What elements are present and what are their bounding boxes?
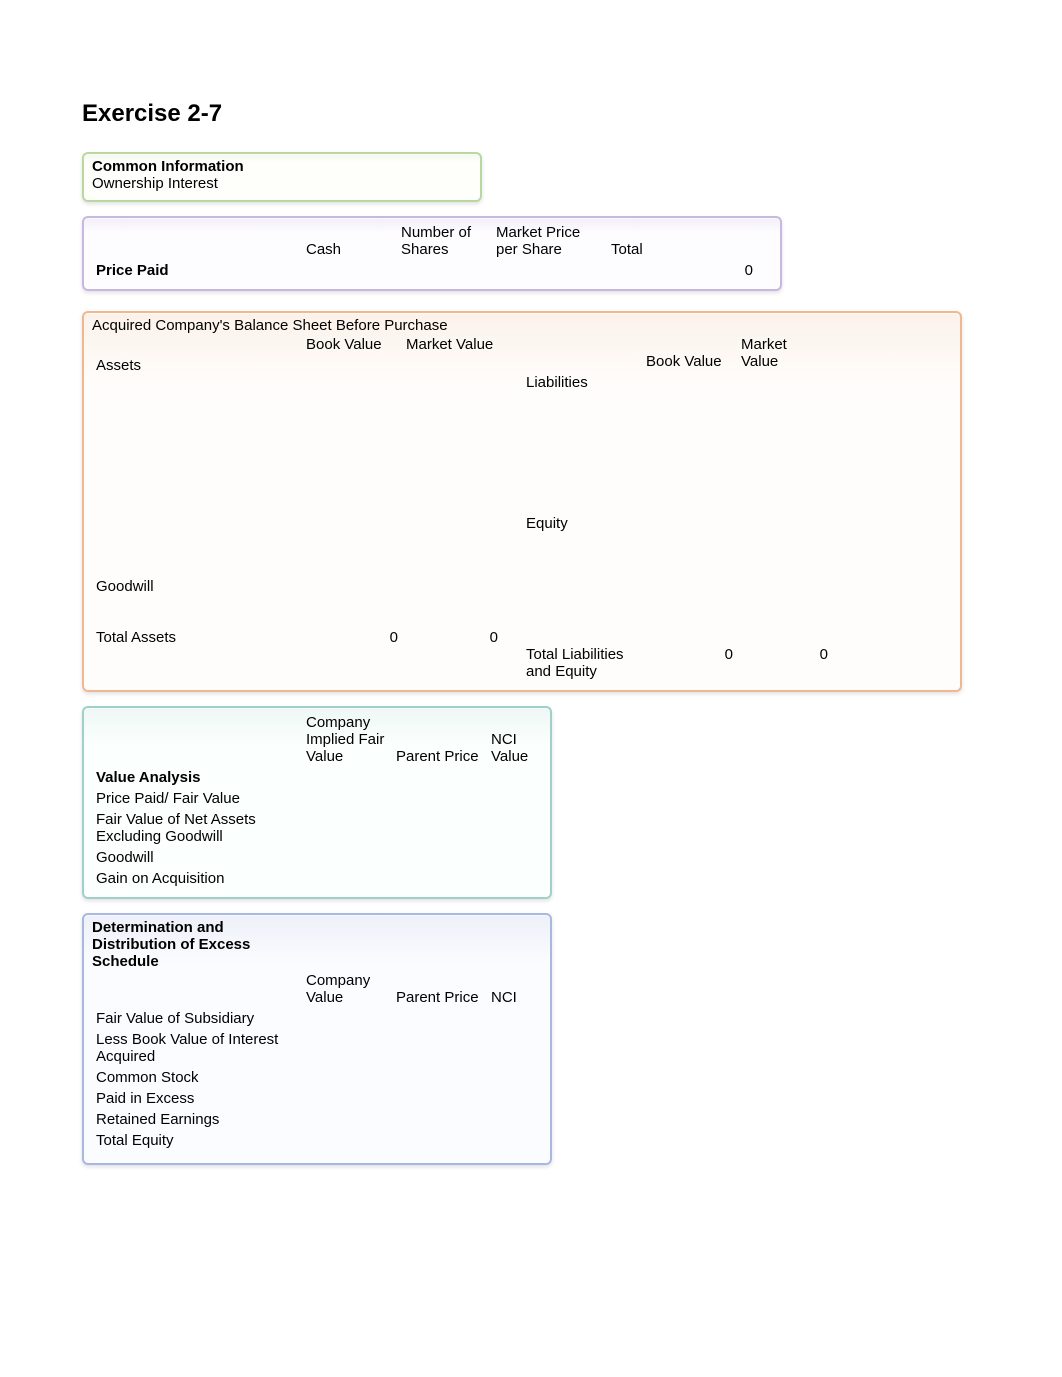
col-book-value-right: Book Value: [642, 351, 737, 372]
dd-schedule-heading: Determination and Distribution of Excess…: [92, 919, 302, 970]
dd-row: Less Book Value of Interest Acquired: [92, 1029, 302, 1067]
total-liab-equity-mv: 0: [737, 644, 832, 682]
col-number-of-shares: Number of Shares: [397, 222, 492, 260]
dd-row: Fair Value of Subsidiary: [92, 1008, 302, 1029]
col-market-value-left: Market Value: [402, 334, 502, 355]
total-liab-equity-bv: 0: [642, 644, 737, 682]
total-assets-mv: 0: [402, 627, 502, 648]
dd-row: Retained Earnings: [92, 1109, 302, 1130]
col-market-price-per-share: Market Price per Share: [492, 222, 587, 260]
dd-schedule-box: Determination and Distribution of Excess…: [82, 913, 552, 1165]
col-company-value: Company Value: [302, 970, 392, 1008]
col-nci: NCI: [487, 987, 537, 1008]
va-row: Fair Value of Net Assets Excluding Goodw…: [92, 809, 302, 847]
total-assets-bv: 0: [302, 627, 402, 648]
dd-row: Paid in Excess: [92, 1088, 302, 1109]
goodwill-label: Goodwill: [92, 576, 302, 597]
col-market-value-right: Market Value: [737, 334, 832, 372]
dd-row: Common Stock: [92, 1067, 302, 1088]
dd-row: Total Equity: [92, 1130, 302, 1151]
price-paid-box: Cash Number of Shares Market Price per S…: [82, 216, 782, 291]
price-paid-heading: Price Paid: [92, 260, 302, 281]
price-paid-total-value: 0: [667, 260, 757, 281]
liabilities-label: Liabilities: [522, 372, 642, 393]
va-row: Price Paid/ Fair Value: [92, 788, 302, 809]
common-info-box: Common Information Ownership Interest: [82, 152, 482, 202]
total-assets-label: Total Assets: [92, 627, 302, 648]
value-analysis-heading: Value Analysis: [92, 767, 302, 788]
balance-sheet-heading: Acquired Company's Balance Sheet Before …: [92, 317, 952, 334]
col-nci-value: NCI Value: [487, 729, 557, 767]
page-title: Exercise 2-7: [82, 100, 980, 128]
col-company-implied-fair-value: Company Implied Fair Value: [302, 712, 392, 767]
va-row: Gain on Acquisition: [92, 868, 302, 889]
col-parent-price-va: Parent Price: [392, 746, 487, 767]
col-cash: Cash: [302, 239, 397, 260]
assets-label: Assets: [92, 355, 302, 376]
col-book-value-left: Book Value: [302, 334, 402, 355]
col-parent-price-dd: Parent Price: [392, 987, 487, 1008]
va-row: Goodwill: [92, 847, 302, 868]
col-total: Total: [607, 239, 667, 260]
balance-sheet-box: Acquired Company's Balance Sheet Before …: [82, 311, 962, 692]
value-analysis-box: Company Implied Fair Value Parent Price …: [82, 706, 552, 899]
common-info-heading: Common Information: [92, 158, 472, 175]
total-liab-equity-label: Total Liabilities and Equity: [522, 644, 642, 682]
equity-label: Equity: [522, 513, 642, 534]
ownership-interest-label: Ownership Interest: [92, 175, 472, 192]
